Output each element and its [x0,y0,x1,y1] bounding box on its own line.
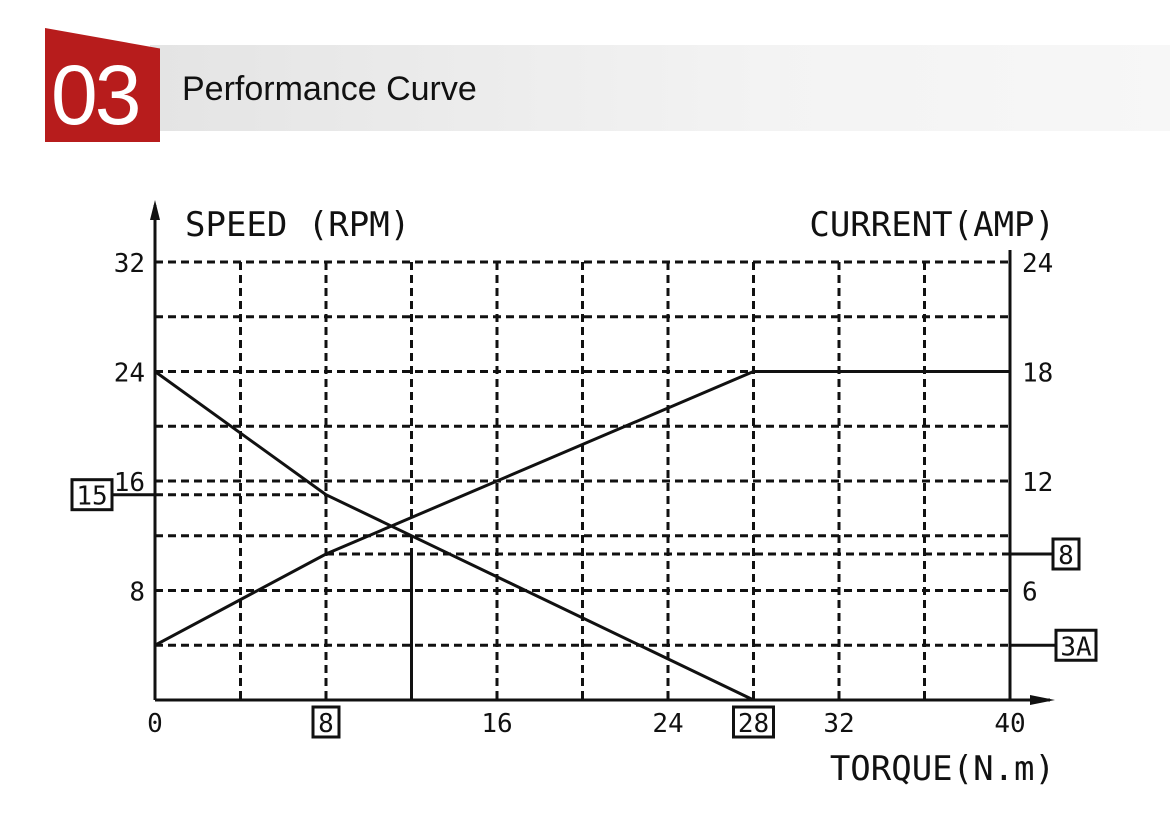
current-line [154,370,1010,647]
section-number-badge: 03 [45,28,160,142]
speed-callout-box [70,478,114,512]
current-callout-label: 8 [1058,541,1074,571]
x-tick-label: 40 [994,709,1025,739]
y2-tick-label: 12 [1022,468,1053,498]
torque-callout-28-box [732,705,775,739]
y-tick-label: 32 [114,249,145,279]
x-tick-label: 24 [652,709,683,739]
y-tick-label: 24 [114,359,145,389]
x-tick-label: 16 [481,709,512,739]
x-axis-label: TORQUE(N.m) [830,749,1055,789]
y2-tick-label: 18 [1022,359,1053,389]
current-callout-box [1051,537,1081,571]
x-tick-label: 32 [823,709,854,739]
y2-axis-label: CURRENT(AMP) [809,205,1055,245]
y-axis-label: SPEED (RPM) [185,205,410,245]
x-axis-arrow [1030,695,1055,705]
y-axis-arrow [150,200,160,220]
torque-callout-8-box [311,705,341,739]
y2-tick-label: 24 [1022,249,1053,279]
y-tick-label: 16 [114,468,145,498]
header-band [150,45,1170,131]
x-tick-label: 0 [147,709,163,739]
y-tick-label: 8 [129,578,145,608]
section-title: Performance Curve [182,70,477,108]
y2-tick-label: 6 [1022,578,1038,608]
torque-callout-8-label: 8 [318,709,334,739]
speed-callout-label: 15 [76,482,107,512]
section-number: 03 [51,48,141,142]
current-min-callout-label: 3A [1060,632,1092,662]
current-min-callout-box [1054,628,1098,662]
torque-callout-28-label: 28 [738,709,769,739]
